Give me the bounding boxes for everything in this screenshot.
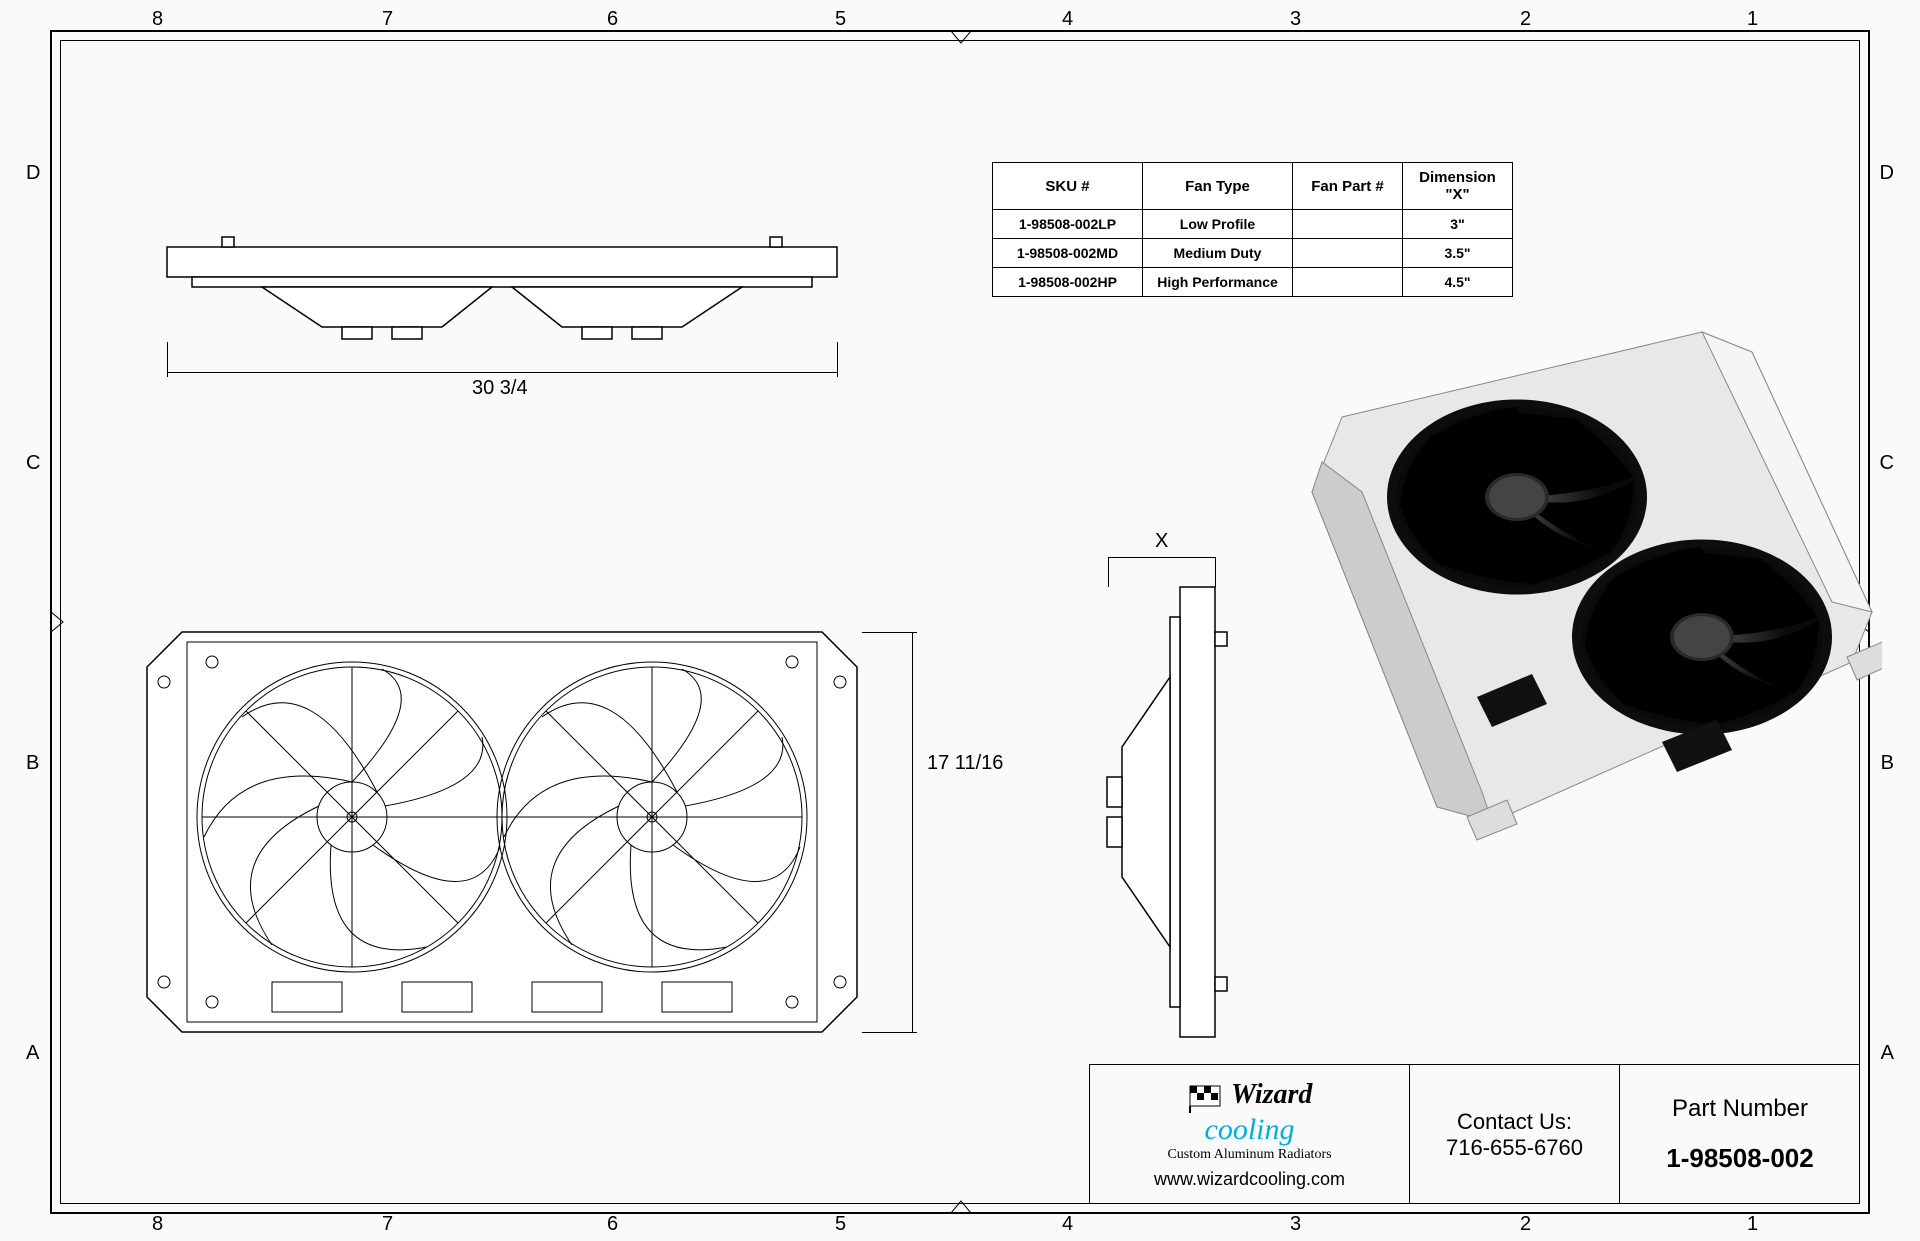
- table-row: 1-98508-002MDMedium Duty3.5": [993, 239, 1513, 268]
- part-number-cell: Part Number 1-98508-002: [1620, 1065, 1860, 1204]
- table-row: 1-98508-002HPHigh Performance4.5": [993, 268, 1513, 297]
- center-arrow-left: [50, 610, 64, 634]
- sku-header: Dimension "X": [1403, 163, 1513, 210]
- sku-header: Fan Part #: [1293, 163, 1403, 210]
- sku-table: SKU #Fan TypeFan Part #Dimension "X" 1-9…: [992, 162, 1513, 297]
- center-arrow-top: [949, 30, 973, 44]
- flag-icon: [1187, 1083, 1227, 1113]
- dim-depth: X: [1155, 530, 1168, 553]
- dim-depth-line: [1108, 557, 1216, 558]
- center-arrow-bottom: [949, 1200, 973, 1214]
- url-text: www.wizardcooling.com: [1154, 1169, 1345, 1190]
- table-row: 1-98508-002LPLow Profile3": [993, 210, 1513, 239]
- contact-cell: Contact Us: 716-655-6760: [1410, 1065, 1620, 1204]
- dim-height-line: [912, 632, 913, 1032]
- drawing-frame: 8 7 6 5 4 3 2 1 8 7 6 5 4 3 2 1 D C B A …: [50, 30, 1870, 1214]
- front-view: [142, 622, 862, 1042]
- dim-width-line: [167, 372, 837, 373]
- sku-header: SKU #: [993, 163, 1143, 210]
- side-view: [1102, 577, 1242, 1047]
- top-view: [162, 232, 842, 342]
- title-block: Wizard cooling Custom Aluminum Radiators…: [1089, 1064, 1860, 1204]
- iso-view: [1252, 322, 1882, 922]
- dim-width: 30 3/4: [472, 377, 528, 400]
- dim-height: 17 11/16: [927, 752, 1003, 775]
- logo-cell: Wizard cooling Custom Aluminum Radiators…: [1090, 1065, 1410, 1204]
- sku-header: Fan Type: [1143, 163, 1293, 210]
